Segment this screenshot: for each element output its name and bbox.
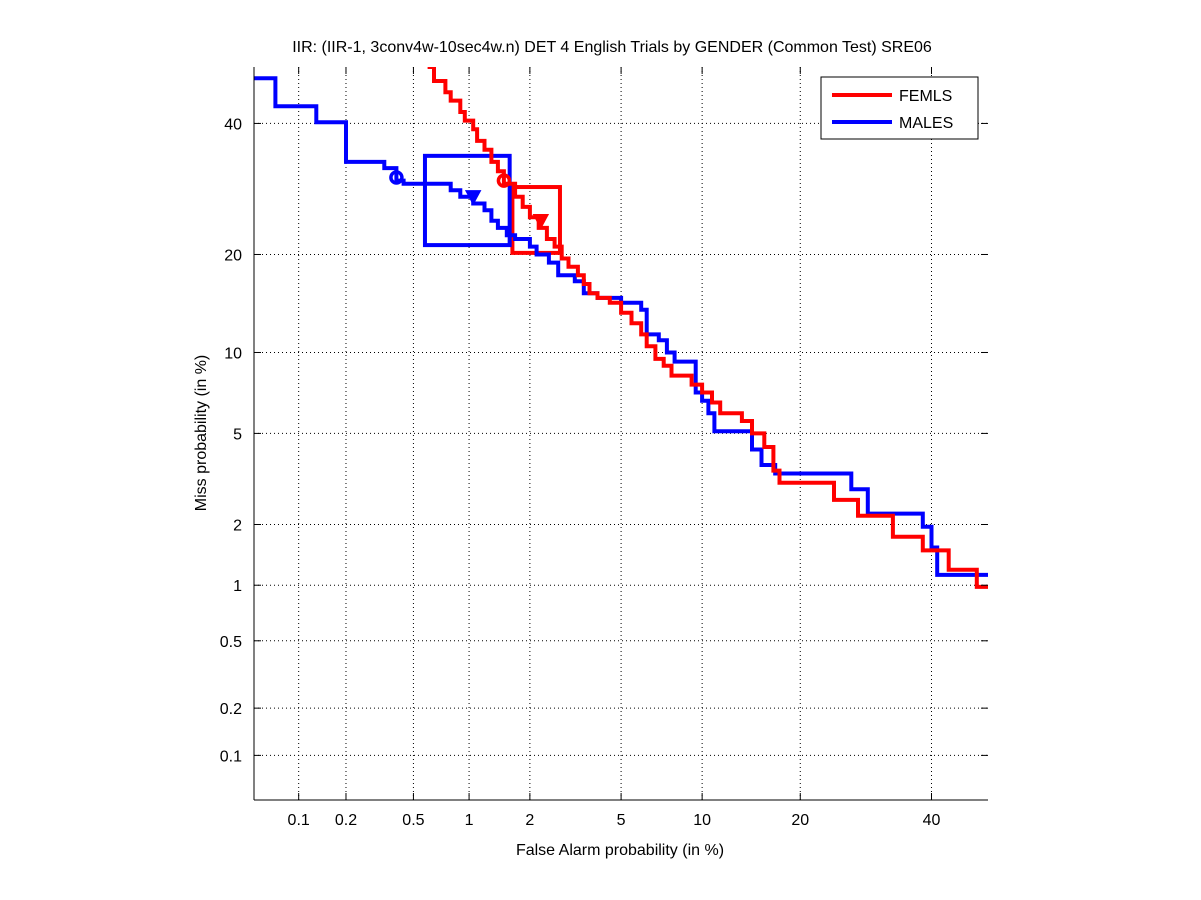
x-tick-label: 40	[923, 812, 941, 829]
y-axis-label: Miss probability (in %)	[193, 355, 210, 511]
x-tick-label: 0.1	[288, 812, 310, 829]
x-axis-label: False Alarm probability (in %)	[516, 842, 724, 859]
y-tick-label: 5	[233, 426, 242, 443]
x-tick-labels: 0.1 0.2 0.5 1 2 5 10 20 40	[288, 812, 941, 829]
series-line-males	[254, 76, 988, 577]
x-tick-label: 0.2	[335, 812, 357, 829]
y-tick-label: 40	[224, 116, 242, 133]
x-tick-label: 20	[791, 812, 809, 829]
series-line-femls	[427, 67, 988, 589]
plot-area	[254, 67, 988, 589]
series-markers	[389, 170, 550, 230]
x-tick-label: 1	[465, 812, 474, 829]
axes	[253, 67, 988, 801]
confidence-box-males	[422, 153, 512, 248]
x-tick-label: 2	[525, 812, 534, 829]
legend-label-femls: FEMLS	[899, 88, 952, 105]
y-tick-label: 0.1	[220, 748, 242, 765]
series-lines	[254, 67, 988, 589]
y-tick-label: 0.2	[220, 701, 242, 718]
y-tick-label: 10	[224, 345, 242, 362]
y-tick-label: 1	[233, 578, 242, 595]
y-tick-label: 2	[233, 517, 242, 534]
x-tick-label: 5	[617, 812, 626, 829]
legend: FEMLS MALES	[820, 76, 979, 140]
y-tick-labels: 0.1 0.2 0.5 1 2 5 10 20 40	[220, 116, 242, 765]
legend-label-males: MALES	[899, 115, 953, 132]
chart-title: IIR: (IIR-1, 3conv4w-10sec4w.n) DET 4 En…	[292, 39, 932, 56]
x-tick-label: 0.5	[402, 812, 424, 829]
circle-marker-femls	[496, 173, 512, 188]
x-tick-label: 10	[693, 812, 711, 829]
legend-box	[820, 76, 979, 140]
circle-marker-males	[389, 170, 404, 185]
triangle-marker-males	[464, 190, 482, 206]
y-tick-label: 0.5	[220, 634, 242, 651]
triangle-marker-femls	[532, 214, 550, 230]
y-tick-label: 20	[224, 247, 242, 264]
